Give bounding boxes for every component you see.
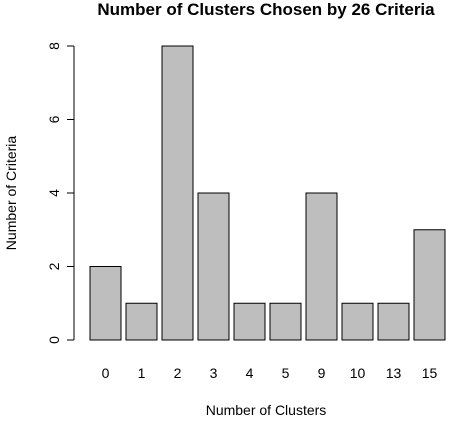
x-tick-label: 5 (282, 365, 290, 381)
x-tick-labels: 0 1 2 3 4 5 9 10 13 15 (102, 365, 438, 381)
x-tick-label: 0 (102, 365, 110, 381)
bar-10 (341, 302, 374, 341)
bar-13 (377, 302, 410, 341)
x-tick-label: 15 (422, 365, 438, 381)
y-tick-label: 8 (46, 42, 62, 50)
bar-2 (161, 45, 194, 341)
bar-3 (197, 192, 230, 341)
bar-15 (413, 229, 446, 341)
bar-5 (269, 302, 302, 341)
x-tick-label: 10 (350, 365, 366, 381)
y-tick-label: 4 (46, 189, 62, 197)
y-axis-label: Number of Criteria (3, 136, 19, 251)
bar-4 (233, 302, 266, 341)
bar-1 (125, 302, 158, 341)
x-tick-label: 13 (386, 365, 402, 381)
x-tick-label: 3 (210, 365, 218, 381)
y-axis: 0 2 4 6 8 (46, 42, 75, 344)
x-tick-label: 9 (318, 365, 326, 381)
y-tick-label: 2 (46, 262, 62, 270)
x-axis-label: Number of Clusters (206, 402, 327, 418)
x-tick-label: 2 (174, 365, 182, 381)
x-tick-label: 1 (138, 365, 146, 381)
bars (89, 45, 446, 341)
bar-9 (305, 192, 338, 341)
bar-0 (89, 266, 122, 341)
x-tick-label: 4 (246, 365, 254, 381)
y-tick-label: 6 (46, 115, 62, 123)
y-tick-label: 0 (46, 336, 62, 344)
chart-title: Number of Clusters Chosen by 26 Criteria (97, 0, 435, 19)
